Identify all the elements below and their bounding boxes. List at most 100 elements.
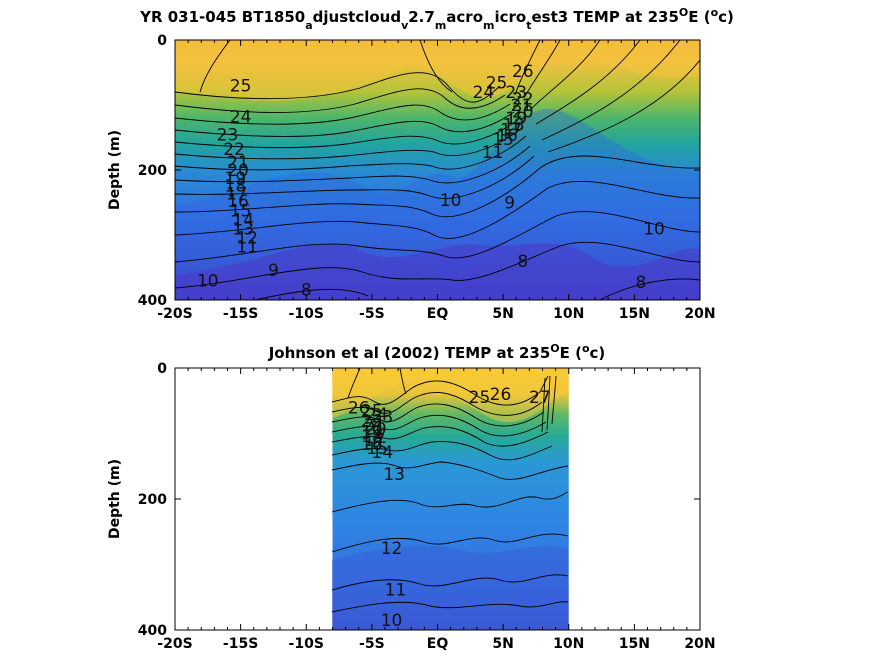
x-tick-label: -20S [157,306,192,322]
title-segment: c) [590,344,606,362]
contour-label: 26 [490,385,512,405]
contour-label: 10 [381,611,403,631]
title-segment: v [401,19,409,32]
contour-label: 25 [230,77,252,97]
contour-label: 14 [232,210,254,230]
contour-label: 19 [361,423,383,443]
contour-label: 17 [226,184,248,204]
contour-label: 11 [236,238,258,258]
title-segment: acro [446,8,483,26]
contour-label: 11 [385,580,407,600]
top-contours [175,40,700,300]
x-tick-label: 15N [619,636,650,652]
contour-label: 21 [227,153,249,173]
contour-label: 12 [236,229,258,249]
x-tick-label: -20S [157,636,192,652]
contour-label: 9 [504,194,515,214]
y-tick-label: 0 [157,33,167,49]
contour-label: 8 [517,252,528,272]
contour-label: 13 [232,220,254,240]
contour-label: 17 [364,431,386,451]
contour-label: 18 [225,177,247,197]
x-tick-label: 10N [553,636,584,652]
contour-label: 10 [440,191,462,211]
top-axes: -20S -15S -10S -5S EQ 5N 10N 15N 20N 0 200 400 [138,33,716,322]
title-segment: 2.7 [408,8,435,26]
contour-label: 15 [366,439,388,459]
contour-label: 25 [361,402,383,422]
contour-label: 10 [643,220,665,240]
contour-label: 16 [361,435,383,455]
title-segment: O [679,6,688,19]
x-tick-label: -10S [289,636,324,652]
top-ylabel: Depth (m) [107,130,123,210]
x-tick-label: EQ [427,636,449,652]
top-panel: YR 031-045 BT1850adjustcloudv2.7macromic… [107,6,734,323]
contour-label: 23 [505,83,527,103]
x-tick-label: -15S [223,306,258,322]
bottom-panel: Johnson et al (2002) TEMP at 235OE (oc) [107,342,716,653]
contour-label: 23 [217,125,239,145]
contour-label: 23 [372,407,394,427]
contour-label: 9 [268,261,279,281]
contour-label: 25 [469,388,491,408]
y-tick-label: 400 [138,623,167,639]
contour-label: 27 [529,388,551,408]
y-tick-label: 0 [157,361,167,377]
contour-label: 20 [227,161,249,181]
title-segment: c) [718,8,734,26]
bottom-contours [331,368,569,613]
contour-label: 22 [512,90,534,110]
title-segment: O [550,342,559,355]
x-tick-label: 5N [492,306,513,322]
y-tick-label: 200 [138,492,167,508]
title-segment: Johnson et al (2002) TEMP at 235 [268,344,551,362]
title-segment: o [711,6,719,19]
title-segment: m [483,19,494,32]
title-segment: djustcloud [313,8,401,26]
contour-label: 14 [372,443,394,463]
title-segment: YR 031-045 BT1850 [139,8,305,26]
contour-label: 12 [381,539,403,559]
contour-label: 18 [361,427,383,447]
contour-label: 19 [225,169,247,189]
contour-label: 20 [512,103,534,123]
bottom-ylabel: Depth (m) [107,459,123,539]
contour-label: 25 [486,73,508,93]
contour-label: 26 [512,62,534,82]
x-tick-label: 20N [684,636,715,652]
x-tick-label: -5S [359,306,385,322]
title-segment: a [305,19,312,32]
contour-label: 21 [511,96,533,116]
contour-label: 10 [197,272,219,292]
contour-label: 8 [636,273,647,293]
title-segment: m [435,19,446,32]
contour-label: 15 [492,130,514,150]
contour-label: 22 [361,411,383,431]
contour-label: 24 [230,108,252,128]
contour-label: 13 [383,465,405,485]
title-segment: t [526,19,531,32]
contour-label: 24 [366,405,388,425]
contour-label: 24 [473,83,495,103]
title-segment: o [582,342,590,355]
contour-label: 11 [482,143,504,163]
y-tick-label: 400 [138,293,167,309]
contour-label: 16 [227,192,249,212]
contour-label: 19 [505,109,527,129]
title-segment: icro [494,8,526,26]
contour-label: 22 [223,140,245,160]
top-title: YR 031-045 BT1850adjustcloudv2.7macromic… [139,6,734,32]
bottom-axes: -20S -15S -10S -5S EQ 5N 10N 15N 20N 0 200 400 [138,361,716,652]
contour-label: 15 [230,201,252,221]
title-segment: est3 TEMP at 235 [532,8,679,26]
title-segment: E ( [688,8,710,26]
x-tick-label: 15N [619,306,650,322]
contour-label: 26 [348,398,370,418]
contour-label: 20 [365,419,387,439]
contour-label: 21 [364,415,386,435]
